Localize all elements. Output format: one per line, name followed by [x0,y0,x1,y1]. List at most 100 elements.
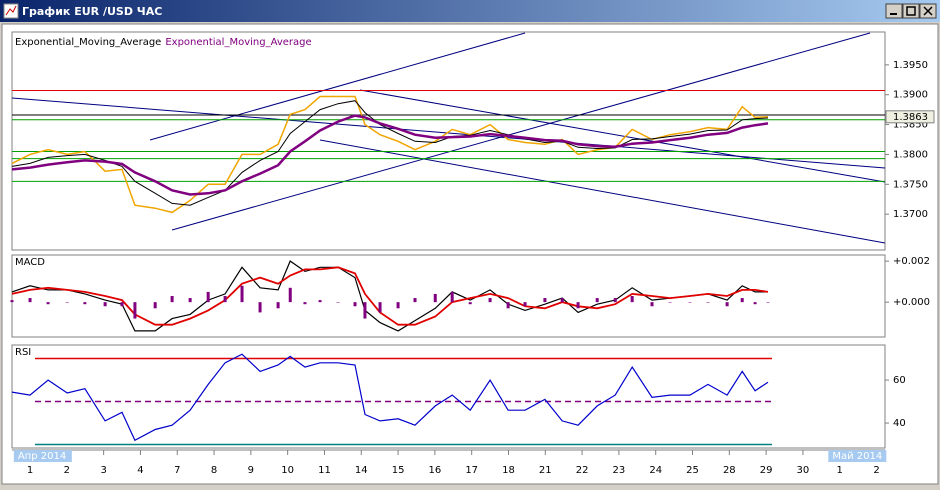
histogram-bar [650,302,654,307]
x-tick-label: 15 [392,465,405,476]
x-tick-label: 16 [429,465,442,476]
period-box [13,450,72,462]
maximize-glyph [906,6,916,16]
histogram-bar [336,302,340,303]
histogram-bar [223,296,227,303]
x-tick-label: 23 [613,465,626,476]
histogram-bar [630,296,634,303]
x-tick-label: 4 [137,465,143,476]
period-box [828,450,887,462]
trend-line [359,89,886,183]
histogram-bar [688,302,692,303]
x-tick-label: 30 [797,465,810,476]
histogram-bar [188,298,192,303]
histogram-bar [363,302,367,319]
histogram-bar [706,302,710,303]
window-title: График EUR /USD ЧАС [22,5,162,18]
title-bar [0,0,940,22]
x-tick-label: 2 [873,465,879,476]
histogram-bar [766,302,770,303]
histogram-bar [28,298,32,303]
histogram-bar [378,302,382,313]
chart-area [1,23,939,485]
x-tick-label: 9 [248,465,254,476]
maximize-button[interactable] [902,3,920,19]
window-icon [3,3,19,19]
histogram-bar [103,302,107,307]
histogram-bar [170,296,174,303]
trend-line [319,139,886,244]
histogram-bar [576,302,580,309]
rsi-panel [11,344,886,449]
histogram-bar [65,302,69,303]
histogram-bar [353,302,357,307]
histogram-bar [668,302,672,303]
last-price-label: 1.3863 [893,112,928,123]
x-tick-label: 10 [281,465,294,476]
x-tick-label: 3 [100,465,106,476]
histogram-bar [613,298,617,303]
histogram-bar [725,302,729,307]
period-label: Апр 2014 [18,451,66,462]
x-tick-label: 7 [174,465,180,476]
window-buttons [885,3,937,19]
histogram-bar [396,302,400,309]
histogram-bar [133,302,137,319]
x-tick-label: 22 [576,465,589,476]
x-tick-label: 14 [355,465,368,476]
price-panel [11,31,886,251]
histogram-bar [753,302,757,305]
panel-title: RSI [15,347,31,358]
x-tick-label: 29 [760,465,773,476]
y-tick-label: 1.3800 [893,149,928,160]
y-tick-label: 1.3900 [893,90,928,101]
histogram-bar [240,285,244,303]
series-line [11,353,769,442]
histogram-bar [153,302,157,309]
histogram-bar [740,298,744,303]
histogram-bar [488,298,492,303]
y-tick-label: 60 [893,375,906,386]
histogram-bar [120,302,124,307]
histogram-bar [83,302,87,305]
x-tick-label: 1 [27,465,33,476]
histogram-bar [46,302,50,305]
legend-entry: Exponential_Moving_Average [15,37,161,48]
histogram-bar [206,291,210,303]
trend-line [149,32,526,141]
histogram-bar [10,300,14,303]
histogram-bar [560,298,564,303]
y-tick-label: +0.000 [893,297,930,308]
x-tick-label: 21 [539,465,552,476]
x-tick-label: 18 [502,465,515,476]
histogram-bar [413,298,417,303]
x-tick-label: 8 [211,465,217,476]
histogram-bar [433,293,437,303]
histogram-bar [318,300,322,303]
histogram-bar [258,302,262,313]
panel-title: MACD [15,257,45,268]
y-tick-label: 40 [893,418,906,429]
histogram-bar [543,298,547,303]
histogram-bar [450,291,454,303]
x-tick-label: 17 [465,465,478,476]
histogram-bar [288,287,292,303]
y-tick-label: +0.002 [893,256,930,267]
close-glyph [923,6,933,16]
y-tick-label: 1.3750 [893,179,928,190]
x-tick-label: 11 [318,465,331,476]
series-line [11,114,769,196]
legend-entry: Exponential_Moving_Average [165,37,311,48]
x-tick-label: 1 [837,465,843,476]
minimize-button[interactable] [885,3,903,19]
x-tick-label: 24 [649,465,662,476]
histogram-bar [523,302,527,307]
macd-panel [11,254,886,338]
trend-line [171,32,871,231]
y-tick-label: 1.3950 [893,60,928,71]
histogram-bar [303,302,307,305]
histogram-bar [468,302,472,305]
last-price-box [885,110,935,124]
